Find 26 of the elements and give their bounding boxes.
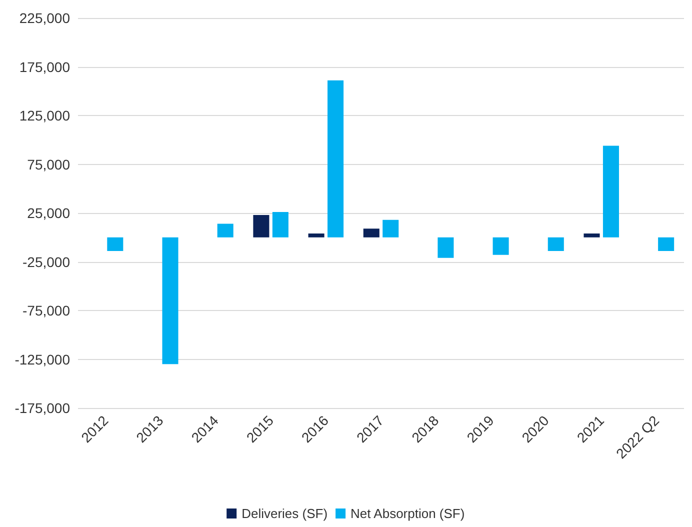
y-tick-label: -25,000 xyxy=(22,254,70,270)
bar xyxy=(272,212,288,238)
bar xyxy=(602,146,619,238)
y-tick-label: 225,000 xyxy=(19,10,70,26)
bar xyxy=(363,228,380,238)
y-tick-label: 25,000 xyxy=(27,205,70,221)
bar xyxy=(584,233,600,238)
bar xyxy=(217,224,234,238)
bar xyxy=(548,237,564,252)
y-tick-label: 75,000 xyxy=(27,156,70,172)
y-tick-label: -175,000 xyxy=(14,400,70,416)
bar xyxy=(328,80,344,238)
bar xyxy=(308,233,324,238)
bar xyxy=(107,237,124,252)
bar xyxy=(253,214,270,238)
bar xyxy=(438,237,454,258)
y-tick-label: -125,000 xyxy=(14,351,70,368)
bar xyxy=(492,237,509,255)
legend-label: Deliveries (SF) xyxy=(242,506,328,521)
bar xyxy=(162,237,178,364)
y-tick-label: 125,000 xyxy=(19,108,70,124)
bar xyxy=(382,220,399,238)
y-tick-label: -75,000 xyxy=(22,302,70,318)
y-tick-label: 175,000 xyxy=(19,58,70,75)
legend-label: Net Absorption (SF) xyxy=(350,506,465,521)
bar xyxy=(658,237,674,252)
